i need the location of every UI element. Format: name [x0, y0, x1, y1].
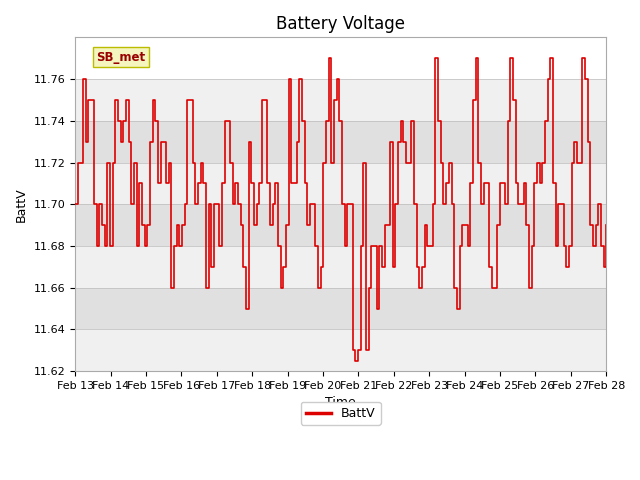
Bar	[75, 204, 606, 246]
Text: SB_met: SB_met	[97, 51, 145, 64]
Legend: BattV: BattV	[301, 402, 381, 425]
Bar	[75, 329, 606, 371]
X-axis label: Time: Time	[325, 396, 356, 409]
Title: Battery Voltage: Battery Voltage	[276, 15, 405, 33]
Bar	[75, 163, 606, 204]
Bar	[75, 121, 606, 163]
Bar	[75, 79, 606, 121]
Bar	[75, 246, 606, 288]
Bar	[75, 288, 606, 329]
Y-axis label: BattV: BattV	[15, 187, 28, 222]
